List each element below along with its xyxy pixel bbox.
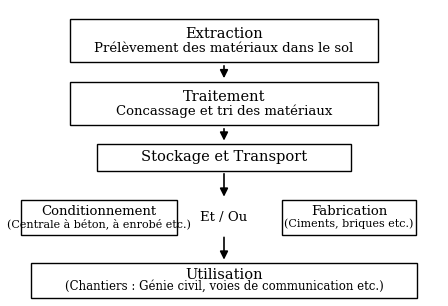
Text: Stockage et Transport: Stockage et Transport [141,151,307,165]
FancyBboxPatch shape [70,82,378,125]
Text: Utilisation: Utilisation [185,268,263,282]
Text: Concassage et tri des matériaux: Concassage et tri des matériaux [116,105,332,118]
Text: Fabrication: Fabrication [311,205,387,218]
FancyBboxPatch shape [70,19,378,62]
Text: Conditionnement: Conditionnement [41,205,156,218]
Text: (Centrale à béton, à enrobé etc.): (Centrale à béton, à enrobé etc.) [7,218,191,229]
FancyBboxPatch shape [282,200,416,235]
Text: Extraction: Extraction [185,27,263,41]
Text: Et / Ou: Et / Ou [200,211,248,224]
FancyBboxPatch shape [21,200,177,235]
FancyBboxPatch shape [97,144,351,171]
Text: (Ciments, briques etc.): (Ciments, briques etc.) [284,218,414,229]
Text: Prélèvement des matériaux dans le sol: Prélèvement des matériaux dans le sol [95,42,353,55]
Text: Traitement: Traitement [183,90,265,103]
FancyBboxPatch shape [31,263,417,298]
Text: (Chantiers : Génie civil, voies de communication etc.): (Chantiers : Génie civil, voies de commu… [65,280,383,293]
